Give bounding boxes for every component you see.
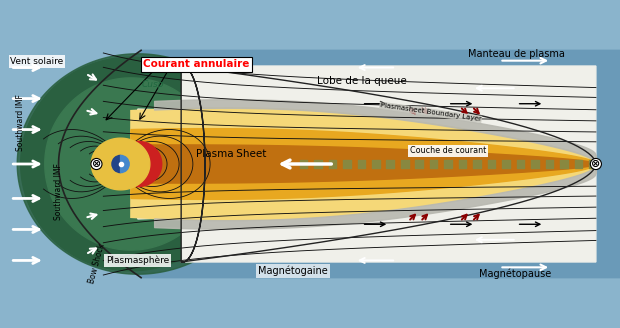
Text: Magnétogaine: Magnétogaine [258, 266, 327, 276]
Polygon shape [181, 66, 596, 262]
Polygon shape [131, 145, 596, 183]
Text: Courant annulaire: Courant annulaire [143, 59, 249, 69]
Polygon shape [20, 57, 241, 271]
Wedge shape [120, 155, 129, 173]
Wedge shape [112, 155, 120, 173]
Polygon shape [138, 66, 596, 219]
Text: Vent solaire: Vent solaire [11, 57, 64, 66]
Text: Plasma Sheet: Plasma Sheet [195, 149, 266, 159]
Text: ⊗: ⊗ [591, 159, 601, 169]
Polygon shape [131, 108, 596, 220]
Polygon shape [91, 138, 150, 190]
Polygon shape [181, 66, 596, 262]
Text: Couche de courant: Couche de courant [410, 146, 486, 155]
Text: Bow Shock: Bow Shock [87, 243, 106, 285]
Text: ⊗: ⊗ [92, 159, 101, 169]
Polygon shape [138, 109, 596, 262]
Polygon shape [45, 78, 217, 250]
Text: Lobe de la queue: Lobe de la queue [317, 76, 407, 86]
Text: Plasmasphère: Plasmasphère [106, 256, 169, 265]
Polygon shape [58, 50, 620, 278]
Polygon shape [101, 141, 144, 187]
Text: Southward IMF: Southward IMF [16, 94, 25, 151]
Polygon shape [131, 129, 596, 199]
Text: Plasmasheet Boundary Layer: Plasmasheet Boundary Layer [379, 102, 481, 122]
Text: Magnétopause: Magnétopause [479, 269, 551, 279]
Polygon shape [118, 141, 162, 187]
Text: Southward IMF: Southward IMF [54, 163, 63, 220]
Text: Cusp: Cusp [141, 80, 164, 89]
Text: Manteau de plasma: Manteau de plasma [468, 49, 565, 59]
Polygon shape [17, 54, 259, 274]
